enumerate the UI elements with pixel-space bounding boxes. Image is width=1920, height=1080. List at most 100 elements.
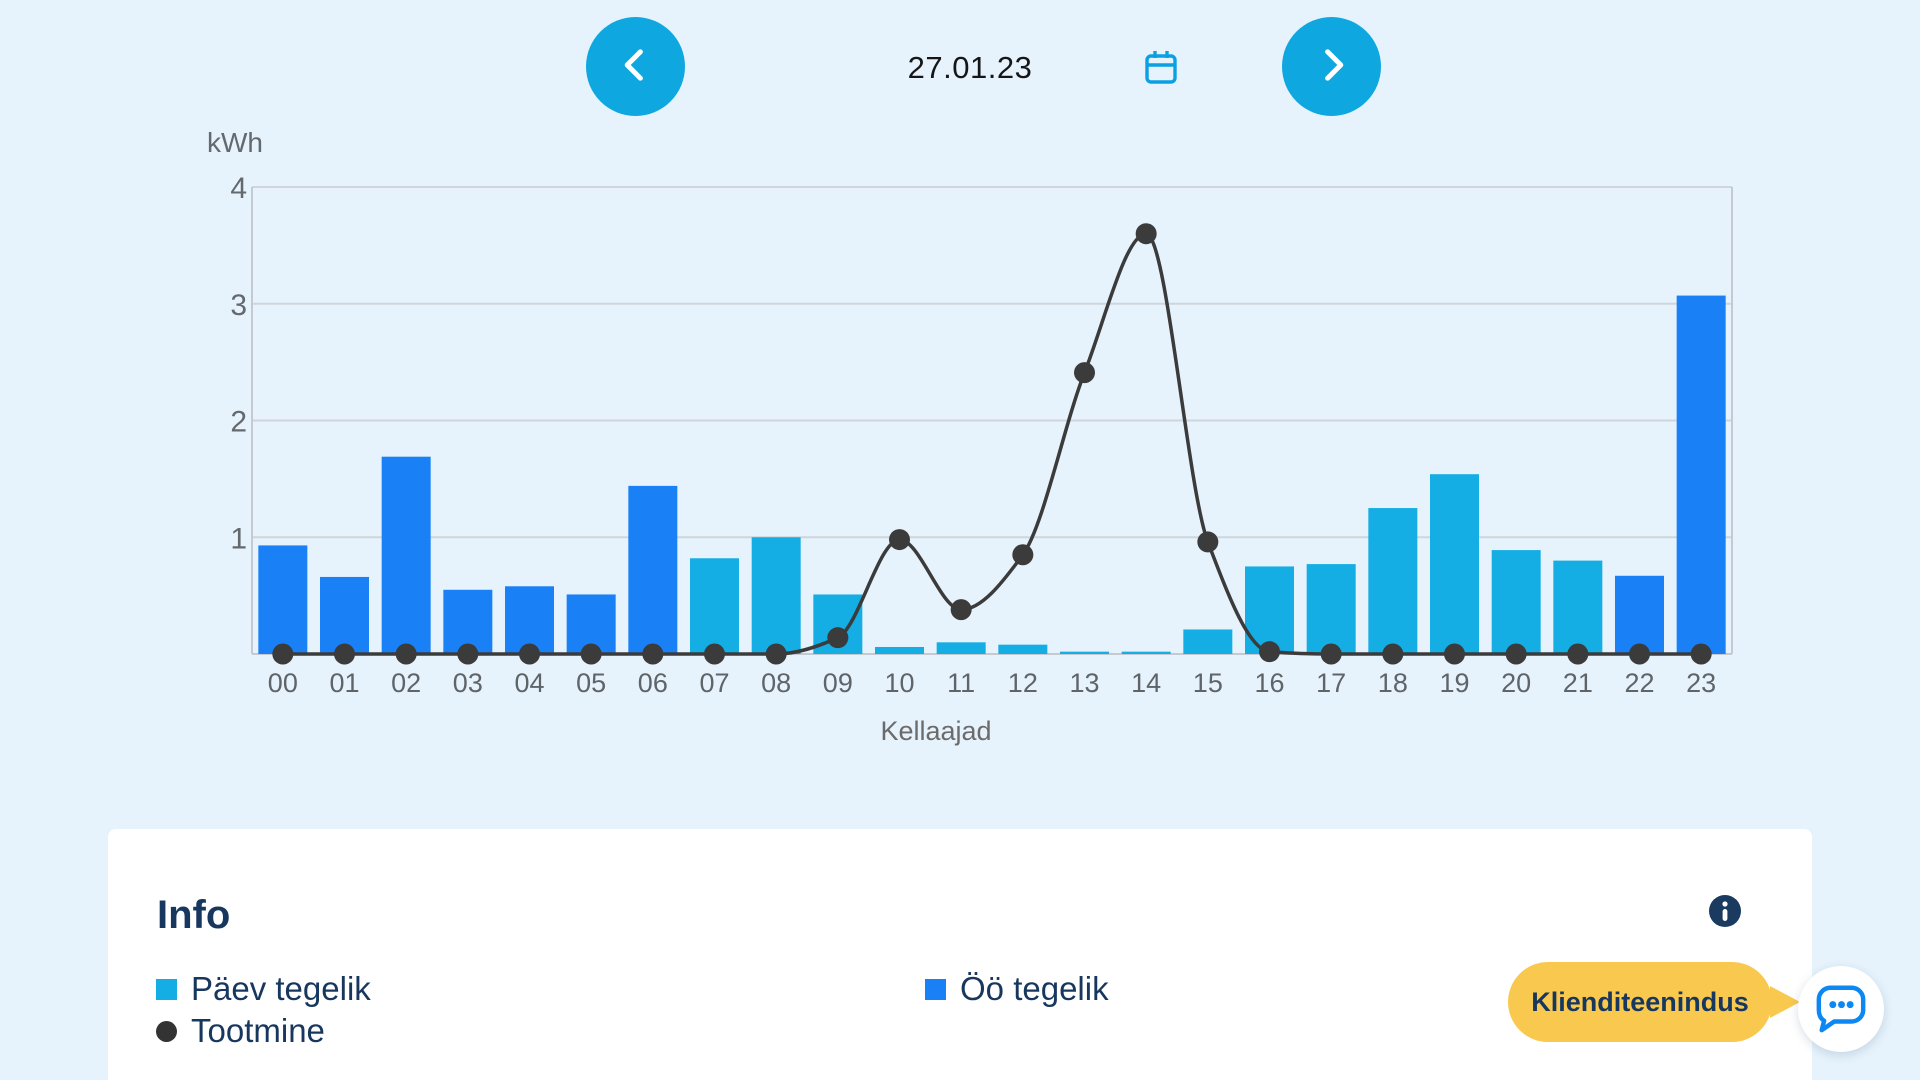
bar-20[interactable] [1491, 550, 1541, 654]
y-axis-title: kWh [207, 127, 263, 158]
previous-day-button[interactable] [586, 17, 685, 116]
production-point-12[interactable] [1012, 544, 1034, 566]
bar-12[interactable] [998, 644, 1048, 654]
chat-bubble-icon [1814, 982, 1868, 1037]
chevron-right-icon [1310, 43, 1354, 90]
customer-service-button[interactable]: Klienditeenindus [1508, 962, 1772, 1042]
production-point-04[interactable] [519, 643, 540, 665]
x-tick-label-09: 09 [823, 668, 853, 698]
bar-01[interactable] [320, 576, 369, 654]
paev-tegelik-swatch [156, 978, 177, 1000]
legend-item-tootmine: Tootmine [156, 1012, 325, 1050]
bar-04[interactable] [505, 586, 554, 654]
bar-17[interactable] [1306, 564, 1356, 654]
production-point-00[interactable] [272, 643, 294, 665]
x-tick-label-11: 11 [947, 668, 975, 698]
info-icon[interactable] [1708, 894, 1742, 928]
bar-14[interactable] [1121, 651, 1171, 654]
info-card [108, 829, 1812, 1080]
chevron-left-icon [614, 43, 658, 90]
production-point-02[interactable] [395, 643, 417, 665]
production-point-21[interactable] [1567, 643, 1589, 665]
legend-label: Öö tegelik [960, 970, 1109, 1007]
x-tick-label-10: 10 [884, 668, 914, 698]
production-point-06[interactable] [642, 643, 664, 665]
x-tick-label-00: 00 [268, 668, 298, 698]
x-tick-label-22: 22 [1624, 668, 1654, 698]
bar-08[interactable] [751, 537, 801, 654]
bar-00[interactable] [258, 545, 308, 654]
bar-18[interactable] [1368, 508, 1418, 654]
legend-label: Tootmine [191, 1012, 325, 1049]
production-point-13[interactable] [1074, 362, 1095, 384]
chat-button[interactable] [1798, 966, 1884, 1052]
x-tick-label-23: 23 [1686, 668, 1716, 698]
x-tick-label-16: 16 [1254, 668, 1284, 698]
x-tick-label-19: 19 [1439, 668, 1469, 698]
production-point-18[interactable] [1382, 643, 1404, 665]
bar-13[interactable] [1060, 651, 1109, 654]
bar-10[interactable] [875, 646, 924, 654]
production-point-05[interactable] [580, 643, 602, 665]
production-point-14[interactable] [1135, 223, 1157, 245]
oo-tegelik-swatch [925, 978, 946, 1000]
x-axis-title: Kellaajad [880, 716, 991, 746]
x-tick-label-20: 20 [1501, 668, 1531, 698]
bar-11[interactable] [936, 642, 986, 654]
x-tick-label-06: 06 [638, 668, 668, 698]
production-point-16[interactable] [1259, 641, 1280, 663]
x-tick-label-12: 12 [1008, 668, 1038, 698]
bar-07[interactable] [690, 558, 739, 654]
bar-19[interactable] [1430, 474, 1479, 654]
y-tick-label: 4 [230, 172, 247, 205]
y-tick-label: 1 [230, 522, 247, 555]
production-point-17[interactable] [1320, 643, 1342, 665]
legend-item-oo-tegelik: Öö tegelik [925, 970, 1109, 1008]
date-label: 27.01.23 [907, 50, 1033, 85]
support-bubble-tail [1770, 986, 1800, 1018]
x-tick-label-13: 13 [1069, 668, 1099, 698]
production-point-22[interactable] [1629, 643, 1650, 665]
production-point-08[interactable] [765, 643, 787, 665]
production-point-20[interactable] [1505, 643, 1527, 665]
legend-item-paev-tegelik: Päev tegelik [156, 970, 371, 1008]
tootmine-swatch [156, 1020, 177, 1042]
production-point-07[interactable] [704, 643, 725, 665]
x-tick-label-14: 14 [1131, 668, 1161, 698]
x-tick-label-15: 15 [1193, 668, 1223, 698]
x-tick-label-04: 04 [514, 668, 544, 698]
x-tick-label-03: 03 [453, 668, 483, 698]
production-line [282, 231, 1702, 656]
bar-22[interactable] [1615, 575, 1664, 654]
info-heading: Info [157, 893, 231, 937]
production-point-19[interactable] [1444, 643, 1465, 665]
production-point-23[interactable] [1690, 643, 1712, 665]
x-tick-label-18: 18 [1378, 668, 1408, 698]
x-tick-label-05: 05 [576, 668, 606, 698]
y-tick-label: 3 [230, 289, 247, 322]
bar-03[interactable] [443, 589, 493, 654]
next-day-button[interactable] [1282, 17, 1381, 116]
x-tick-label-21: 21 [1563, 668, 1593, 698]
production-point-01[interactable] [334, 643, 355, 665]
bar-15[interactable] [1183, 629, 1233, 654]
production-point-11[interactable] [950, 599, 972, 621]
bar-06[interactable] [628, 485, 678, 654]
production-point-10[interactable] [889, 529, 910, 551]
calendar-icon [1139, 51, 1183, 93]
production-point-15[interactable] [1197, 531, 1219, 553]
x-tick-label-01: 01 [329, 668, 359, 698]
x-tick-label-08: 08 [761, 668, 791, 698]
production-point-09[interactable] [827, 627, 849, 649]
production-point-03[interactable] [457, 643, 479, 665]
bar-21[interactable] [1553, 560, 1603, 654]
bar-02[interactable] [381, 456, 431, 654]
bar-23[interactable] [1676, 295, 1726, 654]
calendar-button[interactable] [1139, 46, 1183, 90]
legend-label: Päev tegelik [191, 970, 371, 1007]
x-tick-label-02: 02 [391, 668, 421, 698]
y-tick-label: 2 [230, 406, 247, 439]
x-tick-label-17: 17 [1316, 668, 1346, 698]
x-tick-label-07: 07 [699, 668, 729, 698]
